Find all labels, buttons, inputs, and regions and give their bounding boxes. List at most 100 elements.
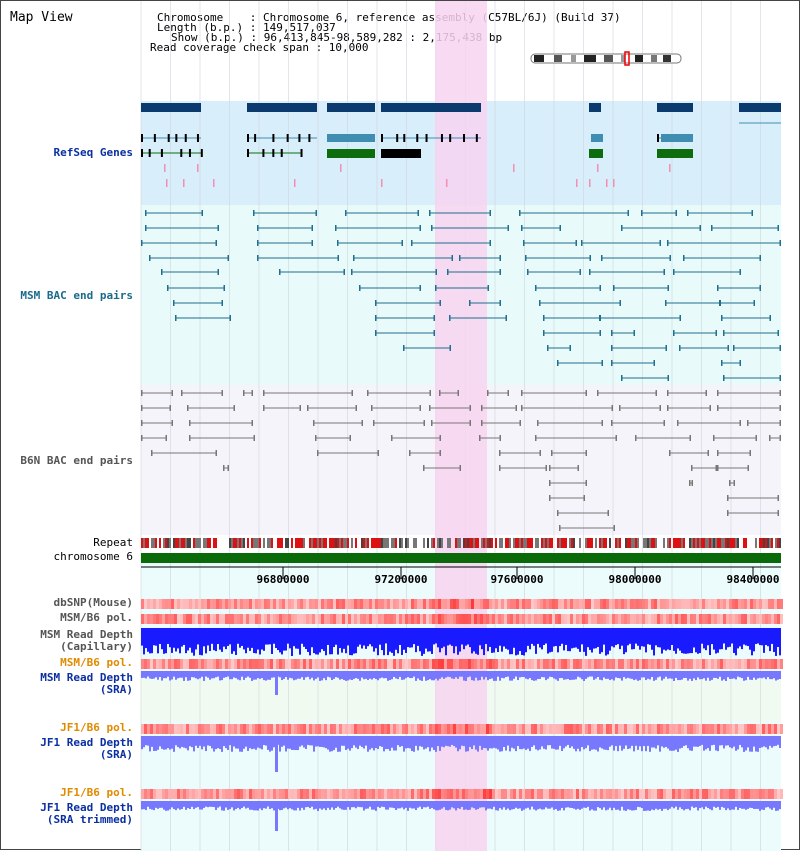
repeat-block (431, 538, 433, 548)
heat-cell (570, 724, 573, 734)
depth-bar (507, 628, 509, 650)
b6n-pair-end (355, 405, 357, 411)
msm-pair-end (759, 255, 761, 261)
depth-bar (637, 736, 639, 750)
label-msm-depth-cap-1[interactable]: MSM Read Depth (40, 628, 133, 641)
heat-cell (396, 724, 399, 734)
depth-bar (509, 628, 511, 655)
msm-bac-pairs-track[interactable] (141, 210, 781, 381)
depth-bar (369, 671, 371, 679)
depth-bar (347, 736, 349, 749)
depth-bar (387, 801, 389, 810)
depth-bar (407, 736, 409, 748)
label-msm-depth-sra-1[interactable]: MSM Read Depth (40, 671, 133, 684)
heat-cell (588, 724, 591, 734)
depth-bar (515, 628, 517, 656)
label-b6n-bac[interactable]: B6N BAC end pairs (20, 454, 133, 467)
depth-bar (711, 628, 713, 645)
label-chromosome[interactable]: chromosome 6 (53, 550, 133, 563)
heat-cell (417, 789, 420, 799)
depth-bar (305, 801, 307, 808)
msm-pair-end (375, 315, 377, 321)
label-repeat[interactable]: Repeat (93, 536, 133, 549)
heat-cell (717, 724, 720, 734)
depth-bar (395, 736, 397, 751)
gene-exon (141, 149, 143, 157)
depth-bar (505, 628, 507, 649)
depth-bar (773, 736, 775, 747)
heat-cell (711, 599, 714, 609)
heat-cell (291, 789, 294, 799)
repeat-track[interactable] (141, 538, 781, 548)
polymorphism-heatmaps[interactable] (141, 599, 783, 799)
depth-bar (417, 671, 419, 679)
heat-cell (660, 724, 663, 734)
heat-cell (561, 789, 564, 799)
heat-cell (153, 789, 156, 799)
depth-bar (499, 736, 501, 752)
depth-bar (663, 736, 665, 748)
msm-pair-end (669, 255, 671, 261)
b6n-bac-pairs-track[interactable] (141, 390, 781, 531)
label-jf1-depth-1[interactable]: JF1 Read Depth (40, 736, 133, 749)
depth-bar (339, 801, 341, 809)
heat-cell (552, 724, 555, 734)
msm-pair-end (779, 240, 781, 246)
depth-bar (587, 671, 589, 678)
depth-bar (197, 736, 199, 748)
heat-cell (219, 659, 222, 669)
heat-cell (534, 614, 537, 624)
label-jf1-depth-trim-1[interactable]: JF1 Read Depth (40, 801, 133, 814)
depth-bar (673, 736, 675, 751)
heat-cell (582, 599, 585, 609)
read-depth-tracks[interactable] (141, 628, 781, 831)
depth-bar (741, 736, 743, 748)
depth-bar (699, 628, 701, 654)
b6n-pair-end (549, 465, 551, 471)
heat-cell (216, 789, 219, 799)
heat-cell (306, 614, 309, 624)
label-msm-b6-pol-sra[interactable]: MSM/B6 pol. (60, 656, 133, 669)
depth-bar (141, 628, 143, 646)
heat-cell (513, 599, 516, 609)
depth-bar (679, 671, 681, 681)
msm-pair-end (543, 330, 545, 336)
depth-bar (203, 801, 205, 808)
repeat-block (563, 538, 565, 548)
label-refseq-genes[interactable]: RefSeq Genes (53, 146, 133, 159)
b6n-pair-end (755, 435, 757, 441)
heat-cell (156, 659, 159, 669)
repeat-block (647, 538, 649, 548)
label-msm-b6-pol[interactable]: MSM/B6 pol. (60, 611, 133, 624)
heat-cell (507, 789, 510, 799)
heat-cell (294, 724, 297, 734)
chromosome-ideogram-icon[interactable] (530, 51, 682, 66)
repeat-block (339, 538, 341, 548)
depth-bar (311, 628, 313, 648)
depth-bar (195, 801, 197, 808)
refseq-genes-track[interactable] (141, 103, 781, 187)
depth-bar (521, 801, 523, 811)
depth-bar (227, 671, 229, 677)
depth-bar (159, 628, 161, 644)
heat-cell (450, 659, 453, 669)
gene-block (327, 149, 375, 158)
depth-bar (175, 736, 177, 746)
label-jf1-b6-pol[interactable]: JF1/B6 pol. (60, 721, 133, 734)
repeat-block (707, 538, 709, 548)
label-jf1-b6-pol-trim[interactable]: JF1/B6 pol. (60, 786, 133, 799)
depth-bar (251, 736, 253, 750)
label-msm-bac[interactable]: MSM BAC end pairs (20, 289, 133, 302)
b6n-pair-end (597, 390, 599, 396)
repeat-block (213, 538, 215, 548)
heat-cell (507, 599, 510, 609)
depth-bar (503, 801, 505, 808)
repeat-block (241, 538, 243, 548)
snp-mark (197, 164, 199, 172)
heat-cell (222, 614, 225, 624)
heat-cell (432, 659, 435, 669)
repeat-block (363, 538, 365, 548)
label-dbsnp[interactable]: dbSNP(Mouse) (53, 596, 133, 609)
msm-pair-end (751, 210, 753, 216)
